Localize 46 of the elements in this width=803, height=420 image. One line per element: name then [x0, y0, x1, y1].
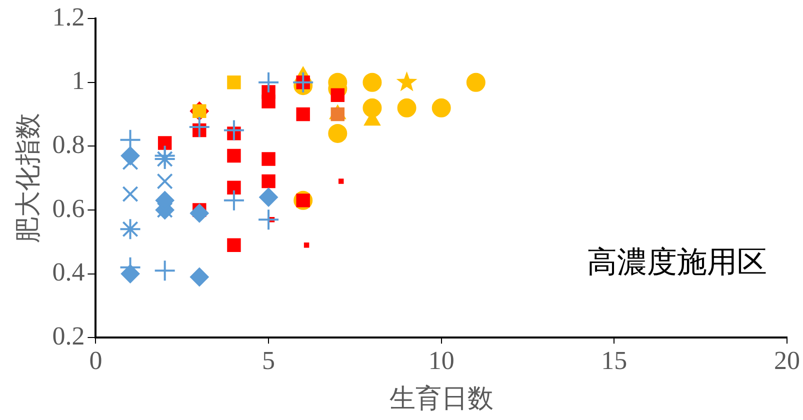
annotation: 高濃度施用区: [587, 245, 767, 280]
point: [262, 94, 276, 108]
point: [259, 188, 278, 207]
point: [156, 173, 173, 190]
point: [296, 107, 310, 122]
point: [330, 88, 345, 102]
point: [227, 76, 241, 90]
x-tick-label: 0: [89, 346, 102, 376]
point: [158, 136, 172, 150]
point: [432, 98, 451, 118]
x-tick-label: 10: [428, 346, 454, 376]
x-tick-label: 20: [774, 346, 800, 376]
point: [190, 267, 209, 286]
x-tick-label: 5: [262, 346, 276, 376]
y-tick-label: 0.2: [52, 321, 85, 350]
point: [330, 107, 345, 122]
point: [328, 124, 348, 143]
y-tick-label: 1: [72, 66, 85, 96]
point: [154, 260, 176, 282]
point: [222, 189, 245, 212]
point: [466, 72, 486, 92]
point: [258, 71, 280, 94]
point: [262, 174, 276, 188]
y-tick-label: 0.8: [52, 130, 85, 160]
point: [396, 71, 418, 92]
point: [292, 71, 314, 94]
point: [258, 208, 280, 231]
x-axis-title: 生育日数: [389, 384, 494, 414]
point: [362, 98, 382, 118]
point: [122, 186, 138, 202]
point: [227, 180, 241, 195]
point: [227, 238, 241, 252]
y-tick-label: 0.4: [52, 258, 85, 287]
point: [222, 119, 245, 142]
point: [304, 242, 310, 248]
y-tick-label: 0.6: [52, 194, 85, 223]
point: [119, 218, 142, 240]
point: [397, 98, 416, 118]
point: [190, 204, 209, 223]
y-tick-label: 1.2: [52, 2, 85, 32]
point: [362, 72, 382, 92]
point: [227, 148, 241, 163]
x-tick-label: 15: [601, 346, 628, 376]
point: [262, 152, 276, 166]
y-axis-title: 肥大化指数: [13, 113, 44, 244]
point: [338, 178, 344, 184]
